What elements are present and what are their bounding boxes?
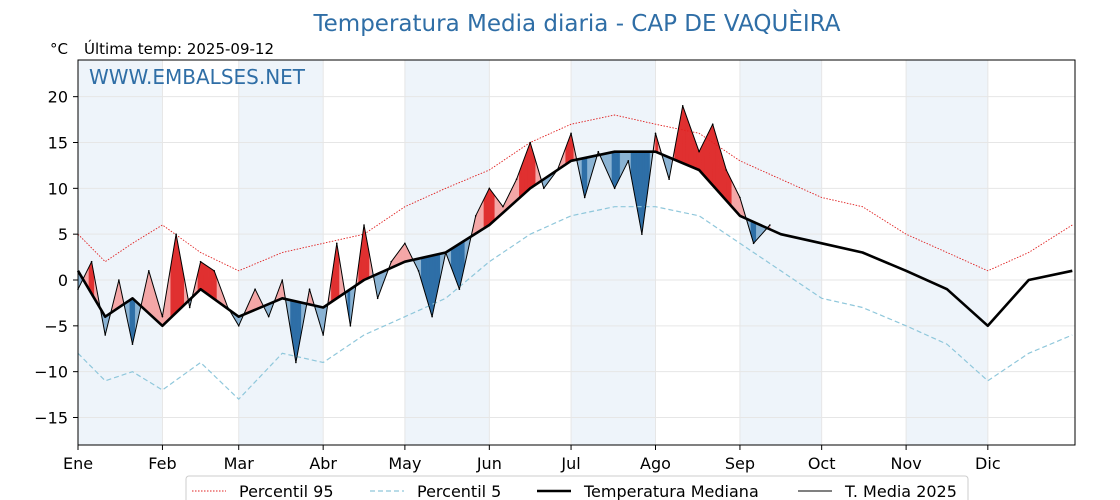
x-tick-label: Sep [725,454,755,473]
x-axis: Ene Feb Mar Abr May Jun Jul Ago Sep Oct Nov Dic [63,445,1001,473]
current-year-point [267,315,270,318]
series-lines [76,105,1073,401]
current-year-point [488,187,491,190]
current-year-point [711,123,714,125]
legend-p95-label: Percentil 95 [239,482,334,500]
current-year-point [335,242,338,245]
current-year-point [444,251,447,254]
unit-label: °C [50,40,68,58]
current-year-point [213,270,216,272]
watermark: WWW.EMBALSES.NET [89,65,306,89]
y-tick-label: −5 [44,317,68,336]
y-axis: −15 −10 −5 0 5 10 15 20 [34,88,78,428]
current-year-point [254,288,256,290]
x-tick-label: Oct [808,454,836,473]
current-year-point [118,279,120,281]
current-year-point [458,288,461,290]
percentile-95-line [77,114,1073,272]
y-tick-label: 20 [48,88,68,107]
current-year-point [739,196,741,199]
y-tick-label: 15 [48,134,68,153]
current-year-point [502,205,504,208]
x-tick-label: Mar [224,454,255,473]
current-year-point [613,187,616,190]
current-year-point [295,361,297,364]
current-year-point [131,343,134,345]
last-temp-label: Última temp: 2025-09-12 [84,39,274,58]
month-bands [78,60,988,445]
current-year-point [322,334,324,336]
current-year-point [698,150,700,153]
x-tick-label: Feb [148,454,176,473]
y-tick-label: −15 [34,409,68,428]
current-year-point [148,270,150,272]
current-year-point [543,187,545,190]
y-tick-label: 5 [58,225,68,244]
current-year-point [404,242,406,245]
current-year-point [237,325,240,327]
current-year-point [654,132,657,135]
current-year-point [515,178,518,180]
plot-frame [77,59,1076,446]
legend: Percentil 95 Percentil 5 Temperatura Med… [185,475,969,500]
x-tick-label: May [388,454,421,473]
month-band [571,60,656,445]
current-year-point [349,325,352,327]
current-year-point [641,233,643,235]
current-year-point [227,306,229,309]
current-year-point [90,260,93,263]
x-tick-label: Dic [975,454,1001,473]
current-year-point [474,215,477,217]
current-year-point [376,297,379,300]
current-year-point [431,315,433,318]
chart-title: Temperatura Media diaria - CAP DE VAQUÈI… [313,9,841,37]
current-year-point [668,178,670,180]
month-band [78,60,163,445]
current-year-point [529,141,531,144]
month-band [739,60,822,445]
x-tick-label: Nov [890,454,921,473]
gridlines [77,60,1075,445]
current-year-point [725,169,728,171]
current-year-point [363,224,365,226]
legend-median-label: Temperatura Mediana [583,482,759,500]
x-tick-label: Ago [640,454,671,473]
current-year-point [769,224,771,226]
current-year-point [308,288,311,290]
x-tick-label: Jul [560,454,580,473]
current-year-point [390,260,393,263]
legend-box [185,475,969,500]
y-tick-label: −10 [34,363,68,382]
current-year-point [199,260,202,263]
legend-p5-label: Percentil 5 [417,482,501,500]
x-tick-label: Abr [309,454,337,473]
current-year-point [752,242,755,245]
current-year-point [597,150,600,153]
y-tick-label: 0 [58,271,68,290]
current-year-point [104,334,107,336]
current-year-point [583,196,586,199]
percentile-5-line [77,206,1073,401]
current-year-point [556,169,559,171]
current-year-point [627,160,630,162]
x-tick-label: Ene [63,454,93,473]
median-line [76,150,1073,328]
current-year-point [175,233,177,235]
legend-current-label: T. Media 2025 [844,482,957,500]
current-year-point [417,270,420,272]
current-year-point [681,105,684,107]
month-band [238,60,324,445]
current-year-point [188,306,191,309]
y-tick-label: 10 [48,179,68,198]
x-tick-label: Jun [476,454,502,473]
current-year-point [161,315,164,318]
current-year-point [281,279,284,281]
current-year-point [570,132,572,135]
